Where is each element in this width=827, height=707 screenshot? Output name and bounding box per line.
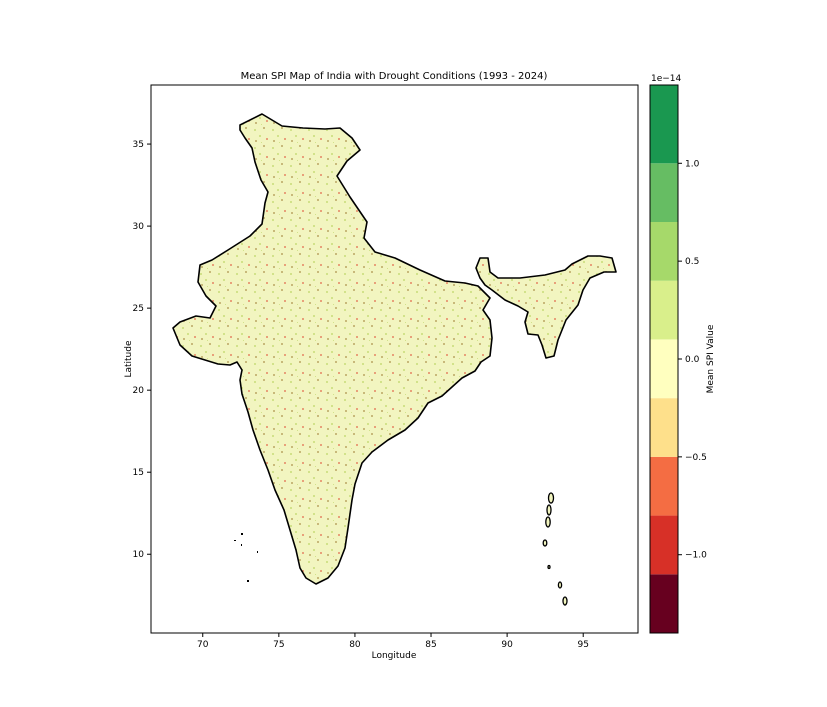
x-axis-ticks: 70 75 80 85 90 95 [197, 633, 589, 650]
map-axes: 70 75 80 85 90 95 10 15 20 25 30 35 Longitude Lati… [124, 84, 639, 661]
colorbar-ticks: −1.0 −0.5 0.0 0.5 1.0 [678, 159, 707, 561]
colorbar-tick-label: 0.5 [685, 257, 699, 267]
colorbar-level [650, 456, 678, 516]
colorbar-level [650, 398, 678, 457]
x-tick-label: 70 [197, 640, 209, 650]
x-tick-label: 80 [349, 640, 361, 650]
andaman-nicobar-islands [542, 492, 568, 606]
colorbar-level [650, 163, 678, 222]
y-tick-label: 25 [133, 304, 144, 314]
x-tick-label: 85 [425, 640, 436, 650]
x-tick-label: 75 [273, 640, 284, 650]
y-axis-ticks: 10 15 20 25 30 35 [133, 140, 151, 560]
x-axis-label: Longitude [372, 651, 417, 661]
colorbar-tick-label: −0.5 [685, 453, 707, 463]
colorbar-label: Mean SPI Value [706, 324, 716, 393]
colorbar-levels [650, 85, 678, 633]
x-tick-label: 90 [501, 640, 513, 650]
y-tick-label: 30 [133, 222, 145, 232]
y-tick-label: 15 [133, 468, 144, 478]
x-tick-label: 95 [577, 640, 588, 650]
colorbar-offset-text: 1e−14 [651, 74, 682, 84]
y-axis-label: Latitude [124, 340, 134, 378]
colorbar-level [650, 280, 678, 340]
colorbar-level [650, 85, 678, 164]
y-tick-label: 20 [133, 386, 145, 396]
colorbar-level [650, 222, 678, 281]
colorbar-tick-label: 1.0 [685, 159, 700, 169]
colorbar-level [650, 339, 678, 399]
colorbar-tick-label: 0.0 [685, 355, 700, 365]
y-tick-label: 10 [133, 550, 145, 560]
map-title: Mean SPI Map of India with Drought Condi… [241, 71, 548, 82]
colorbar-tick-label: −1.0 [685, 551, 707, 561]
india-mainland [172, 113, 493, 585]
india-northeast [475, 255, 617, 359]
lakshadweep-islands [234, 533, 258, 582]
y-tick-label: 35 [133, 140, 144, 150]
colorbar-level [650, 574, 678, 633]
colorbar-level [650, 515, 678, 575]
colorbar: −1.0 −0.5 0.0 0.5 1.0 1e−14 Mean SPI Value [649, 74, 716, 634]
